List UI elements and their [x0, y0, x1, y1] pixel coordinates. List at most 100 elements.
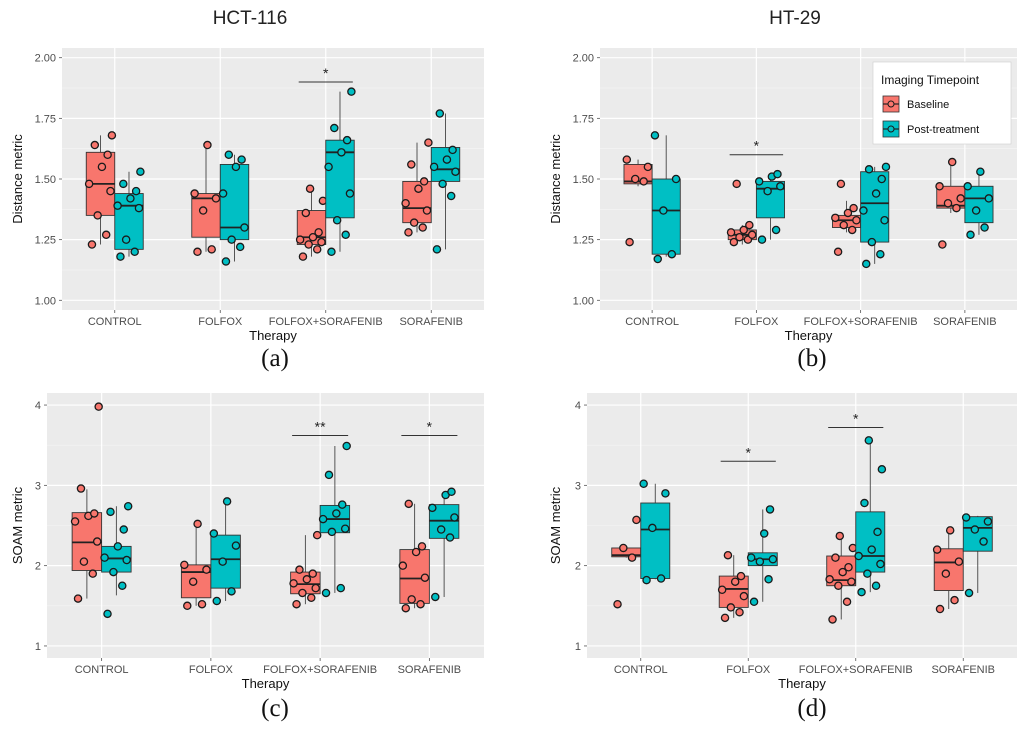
data-point	[207, 245, 216, 254]
y-axis-label: Distance metric	[548, 134, 563, 224]
y-tick-label: 2.00	[573, 53, 594, 65]
box-baseline-2	[295, 184, 328, 261]
data-point	[103, 609, 112, 619]
data-point	[436, 525, 446, 534]
data-point	[97, 162, 107, 172]
data-point	[302, 575, 312, 584]
data-point	[106, 186, 115, 196]
data-point	[639, 177, 648, 186]
data-point	[650, 131, 660, 140]
x-tick-label: CONTROL	[88, 316, 142, 328]
data-point	[70, 517, 80, 526]
data-point	[106, 507, 115, 517]
data-point	[183, 601, 192, 611]
data-point	[414, 184, 423, 193]
box-baseline-3	[932, 526, 964, 614]
x-axis-label: Therapy	[778, 676, 826, 691]
legend-item-label: Baseline	[907, 99, 949, 111]
box-baseline-3	[935, 157, 966, 249]
data-point	[726, 228, 736, 237]
data-point	[107, 131, 117, 140]
data-point	[118, 581, 127, 590]
data-point	[863, 569, 872, 578]
box-post-treatment-3	[961, 513, 993, 598]
data-point	[222, 497, 232, 506]
box-post-treatment-3	[428, 487, 460, 602]
data-point	[661, 489, 670, 498]
data-point	[131, 186, 141, 196]
data-point	[935, 604, 945, 614]
data-point	[340, 524, 350, 533]
data-point	[435, 109, 445, 118]
data-point	[847, 577, 856, 586]
data-point	[831, 553, 840, 562]
data-point	[938, 240, 947, 249]
data-point	[221, 257, 231, 266]
data-point	[90, 140, 100, 150]
data-point	[447, 487, 456, 497]
data-point	[337, 500, 347, 509]
panel-label: (a)	[261, 345, 289, 372]
data-point	[943, 199, 953, 208]
data-point	[432, 245, 442, 254]
data-point	[188, 577, 198, 586]
data-point	[404, 499, 413, 509]
data-point	[76, 484, 86, 493]
data-point	[298, 252, 308, 261]
data-point	[864, 436, 874, 445]
data-point	[314, 228, 323, 237]
data-point	[776, 182, 785, 191]
x-tick-label: FOLFOX+SORAFENIB	[269, 316, 383, 328]
data-point	[862, 259, 871, 269]
data-point	[639, 479, 648, 488]
y-tick-label: 2.00	[35, 53, 56, 65]
data-point	[754, 177, 764, 186]
data-point	[671, 174, 681, 184]
x-tick-label: FOLFOX	[734, 316, 779, 328]
data-point	[417, 542, 427, 551]
x-tick-label: FOLFOX+SORAFENIB	[263, 664, 377, 676]
y-axis-label: SOAM metric	[548, 486, 563, 564]
data-point	[312, 245, 322, 254]
data-point	[209, 529, 219, 538]
data-point	[881, 162, 891, 172]
data-point	[749, 597, 759, 607]
data-point	[852, 215, 861, 225]
column-title-0: HCT-116	[213, 8, 288, 29]
data-point	[726, 603, 736, 612]
data-point	[305, 184, 315, 193]
data-point	[317, 237, 326, 247]
data-point	[332, 215, 342, 225]
x-tick-label: SORAFENIB	[398, 664, 462, 676]
y-tick-label: 1.25	[35, 235, 56, 247]
data-point	[429, 162, 439, 172]
data-point	[630, 174, 640, 184]
data-point	[212, 596, 222, 606]
y-tick-label: 1.50	[35, 174, 56, 186]
box-baseline-1	[180, 519, 212, 611]
data-point	[843, 208, 853, 218]
data-point	[73, 594, 83, 603]
data-point	[122, 555, 131, 565]
data-point	[218, 189, 228, 198]
legend-key-point	[887, 125, 895, 133]
box-baseline-2	[825, 531, 858, 624]
data-point	[180, 560, 189, 570]
data-point	[401, 603, 411, 613]
box-baseline-1	[726, 179, 757, 247]
data-point	[198, 206, 208, 215]
data-point	[304, 240, 313, 249]
data-point	[877, 465, 887, 474]
data-point	[966, 230, 975, 240]
data-point	[945, 526, 955, 535]
data-point	[193, 519, 202, 529]
box-post-treatment-0	[639, 479, 671, 585]
data-point	[880, 215, 889, 225]
data-point	[842, 597, 852, 607]
data-point	[983, 517, 993, 526]
x-tick-label: SORAFENIB	[399, 316, 463, 328]
data-point	[90, 509, 99, 518]
data-point	[839, 220, 848, 230]
y-tick-label: 3	[35, 480, 41, 492]
panel-label: (b)	[797, 345, 826, 372]
